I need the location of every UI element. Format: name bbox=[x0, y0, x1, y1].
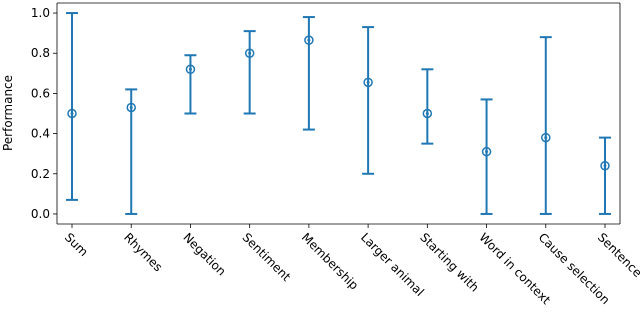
x-tick-label: Rhymes bbox=[121, 230, 165, 274]
x-tick-label: Starting with bbox=[417, 230, 481, 294]
error-bar bbox=[302, 16, 315, 131]
point-center bbox=[248, 51, 252, 55]
point bbox=[185, 64, 196, 75]
x-tick-label: Membership bbox=[299, 230, 361, 292]
point-center bbox=[366, 80, 370, 84]
point-center bbox=[307, 38, 311, 42]
y-tick-label: 0.6 bbox=[31, 86, 50, 100]
point-center bbox=[188, 67, 192, 71]
y-tick-label: 0.8 bbox=[31, 46, 50, 60]
point bbox=[481, 146, 492, 157]
point-center bbox=[544, 136, 548, 140]
point-center bbox=[129, 105, 133, 109]
x-tick-label: Larger animal bbox=[358, 230, 427, 299]
error-bar bbox=[480, 98, 493, 215]
point-center bbox=[425, 112, 429, 115]
error-bar bbox=[184, 54, 197, 115]
y-tick-label: 1.0 bbox=[31, 6, 50, 20]
error-bar bbox=[599, 136, 611, 215]
x-tick-label: Sum bbox=[62, 230, 91, 259]
point bbox=[600, 160, 610, 171]
error-bar bbox=[421, 68, 434, 145]
point bbox=[304, 35, 314, 45]
y-axis-label: Performance bbox=[1, 75, 15, 151]
error-bar bbox=[539, 36, 552, 215]
point bbox=[244, 48, 255, 58]
point bbox=[422, 108, 433, 119]
error-bar bbox=[362, 26, 375, 175]
y-tick-label: 0.2 bbox=[31, 167, 50, 181]
error-bar bbox=[243, 30, 256, 115]
point bbox=[67, 108, 77, 119]
point-center bbox=[70, 112, 74, 115]
point-center bbox=[485, 150, 489, 154]
point bbox=[363, 77, 373, 88]
x-tick-label: Negation bbox=[180, 230, 228, 278]
error-bar bbox=[125, 88, 138, 215]
x-tick-label: Sentence similarity bbox=[595, 230, 640, 322]
point bbox=[541, 132, 551, 143]
y-tick-label: 0.0 bbox=[31, 207, 50, 221]
y-tick-label: 0.4 bbox=[31, 127, 50, 141]
error-bar bbox=[66, 12, 78, 201]
point bbox=[126, 102, 136, 113]
point-center bbox=[603, 164, 607, 168]
x-tick-label: Sentiment bbox=[240, 230, 294, 284]
